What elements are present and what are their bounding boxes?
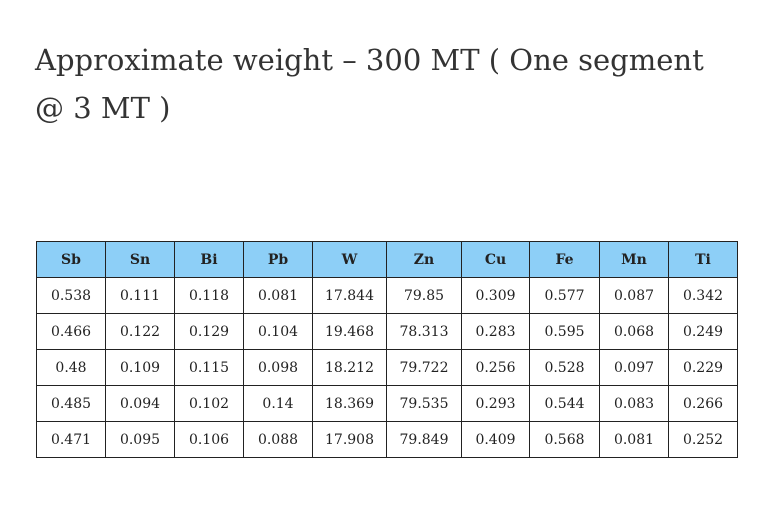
- table-row: 0.538 0.111 0.118 0.081 17.844 79.85 0.309 0.57…: [36, 277, 738, 314]
- column-header: Bi: [174, 241, 244, 278]
- column-header: Ti: [668, 241, 738, 278]
- table-cell: 0.083: [599, 385, 669, 422]
- table-cell: 0.293: [461, 385, 530, 422]
- table-cell: 0.081: [243, 277, 313, 314]
- table-cell: 79.85: [386, 277, 462, 314]
- table-cell: 0.14: [243, 385, 313, 422]
- table-cell: 0.129: [174, 313, 244, 350]
- table-cell: 0.595: [529, 313, 600, 350]
- table-cell: 0.568: [529, 421, 600, 458]
- table-cell: 0.229: [668, 349, 738, 386]
- table-cell: 17.844: [312, 277, 387, 314]
- table-cell: 0.266: [668, 385, 738, 422]
- table-cell: 0.544: [529, 385, 600, 422]
- table-cell: 0.309: [461, 277, 530, 314]
- column-header: Cu: [461, 241, 530, 278]
- column-header: Sb: [36, 241, 106, 278]
- table-cell: 0.095: [105, 421, 175, 458]
- table-cell: 0.409: [461, 421, 530, 458]
- column-header: Sn: [105, 241, 175, 278]
- table-cell: 0.48: [36, 349, 106, 386]
- column-header: Zn: [386, 241, 462, 278]
- table-cell: 79.722: [386, 349, 462, 386]
- table-cell: 0.471: [36, 421, 106, 458]
- table-row: 0.471 0.095 0.106 0.088 17.908 79.849 0.409 0.5…: [36, 421, 738, 458]
- table-cell: 0.256: [461, 349, 530, 386]
- table-cell: 0.081: [599, 421, 669, 458]
- table-cell: 0.283: [461, 313, 530, 350]
- table-cell: 79.535: [386, 385, 462, 422]
- table-body: 0.538 0.111 0.118 0.081 17.844 79.85 0.309 0.57…: [36, 277, 738, 458]
- table-cell: 18.212: [312, 349, 387, 386]
- table-cell: 78.313: [386, 313, 462, 350]
- table-header: Sb Sn Bi Pb W Zn Cu Fe Mn Ti: [36, 241, 738, 278]
- table-row: 0.466 0.122 0.129 0.104 19.468 78.313 0.283 0.5…: [36, 313, 738, 350]
- header-row: Sb Sn Bi Pb W Zn Cu Fe Mn Ti: [36, 241, 738, 278]
- table-cell: 0.111: [105, 277, 175, 314]
- table-cell: 17.908: [312, 421, 387, 458]
- table-cell: 0.577: [529, 277, 600, 314]
- table-cell: 0.087: [599, 277, 669, 314]
- table-row: 0.485 0.094 0.102 0.14 18.369 79.535 0.293 0.54…: [36, 385, 738, 422]
- column-header: Fe: [529, 241, 600, 278]
- column-header: Mn: [599, 241, 669, 278]
- table-cell: 0.115: [174, 349, 244, 386]
- table-cell: 0.102: [174, 385, 244, 422]
- data-table: Sb Sn Bi Pb W Zn Cu Fe Mn Ti 0.538 0.111 0.118 0.081…: [36, 241, 738, 458]
- table-cell: 19.468: [312, 313, 387, 350]
- table-cell: 0.097: [599, 349, 669, 386]
- table-cell: 0.088: [243, 421, 313, 458]
- table-cell: 0.122: [105, 313, 175, 350]
- table-cell: 0.109: [105, 349, 175, 386]
- table-cell: 0.118: [174, 277, 244, 314]
- table-cell: 0.068: [599, 313, 669, 350]
- table-cell: 79.849: [386, 421, 462, 458]
- table-cell: 0.485: [36, 385, 106, 422]
- table-cell: 0.252: [668, 421, 738, 458]
- table-row: 0.48 0.109 0.115 0.098 18.212 79.722 0.256 0.52…: [36, 349, 738, 386]
- table-cell: 0.094: [105, 385, 175, 422]
- table-cell: 0.098: [243, 349, 313, 386]
- table-cell: 18.369: [312, 385, 387, 422]
- column-header: W: [312, 241, 387, 278]
- table-cell: 0.249: [668, 313, 738, 350]
- page-title: Approximate weight – 300 MT ( One segmen…: [35, 43, 704, 125]
- table-cell: 0.466: [36, 313, 106, 350]
- table-cell: 0.342: [668, 277, 738, 314]
- table-cell: 0.104: [243, 313, 313, 350]
- column-header: Pb: [243, 241, 313, 278]
- table-cell: 0.528: [529, 349, 600, 386]
- table-cell: 0.106: [174, 421, 244, 458]
- table-cell: 0.538: [36, 277, 106, 314]
